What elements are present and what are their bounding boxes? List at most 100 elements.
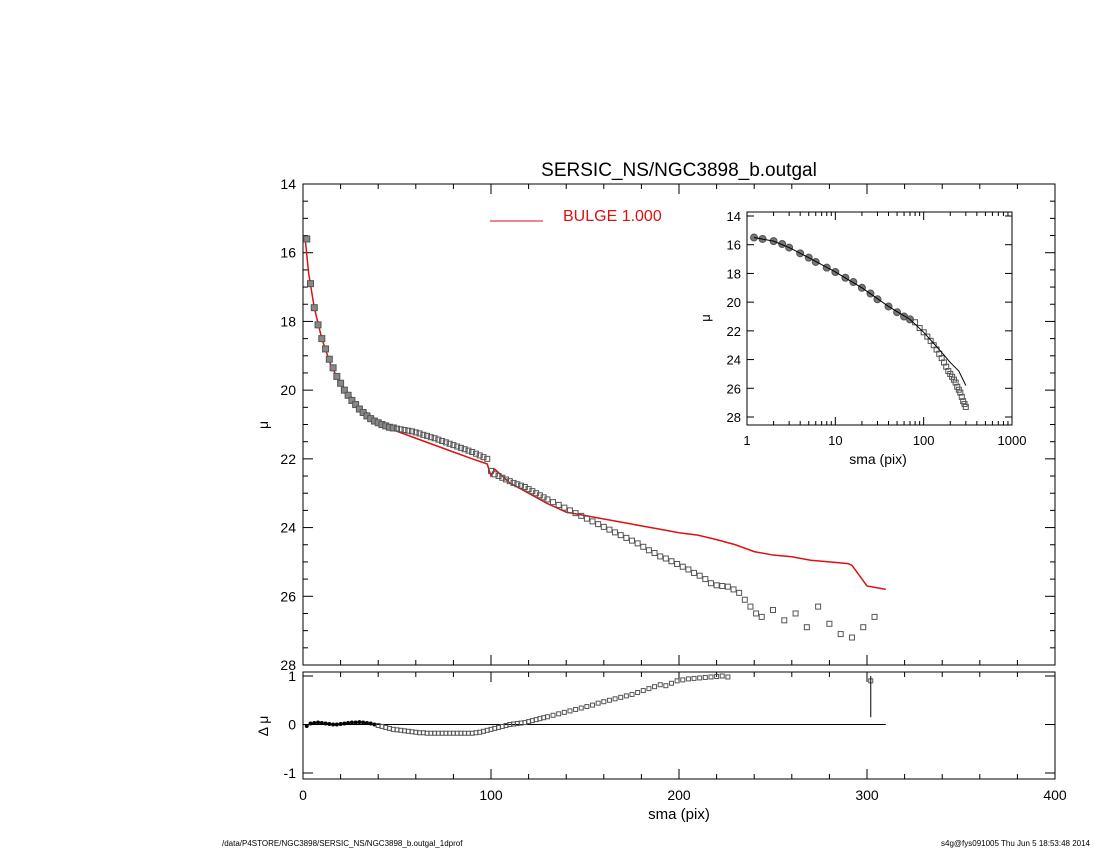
main-data-point [848, 634, 855, 641]
residual-point [652, 684, 658, 690]
main-data-point [595, 521, 602, 528]
main-data-point [792, 610, 799, 617]
residual-point [612, 696, 618, 702]
main-y-axis-ticks: 14 16 18 20 22 24 26 28 [280, 176, 1055, 673]
main-data-point [499, 474, 506, 481]
residual-point [595, 700, 601, 706]
main-data-point [397, 426, 404, 433]
main-panel: SERSIC_NS/NGC3898_b.outgal 14 16 18 20 22 24 2… [255, 160, 1056, 673]
residual-points [304, 673, 874, 736]
main-data-point [544, 496, 551, 503]
main-data-point [871, 613, 878, 620]
residual-x-tick-label: 300 [855, 787, 879, 803]
main-data-point [310, 304, 318, 312]
main-data-point [318, 335, 326, 343]
main-data-point [506, 478, 513, 485]
residual-plot-frame [302, 671, 1056, 780]
inset-data-point [957, 389, 964, 396]
main-data-point [623, 534, 630, 541]
main-data-point [629, 537, 635, 544]
main-data-point [826, 620, 833, 627]
main-data-point [450, 442, 457, 449]
inset-x-tick-label: 10 [828, 433, 842, 448]
main-data-point [348, 396, 356, 404]
main-y-tick-label: 20 [280, 382, 296, 398]
inset-x-tick-label: 1000 [998, 433, 1027, 448]
residual-point [361, 720, 366, 725]
inset-data-point [952, 379, 959, 386]
main-data-point [640, 543, 647, 550]
residual-point [319, 721, 324, 726]
main-data-point [685, 566, 692, 573]
residual-point [567, 708, 573, 714]
main-data-point [803, 624, 810, 631]
residual-point [316, 720, 321, 725]
main-data-point [472, 450, 479, 457]
inset-y-tick-label: 20 [727, 295, 741, 310]
main-data-point [427, 434, 434, 441]
main-data-points [303, 235, 878, 641]
residual-point [685, 676, 691, 682]
inset-y-tick-label: 24 [727, 353, 741, 368]
inset-x-axis-label: sma (pix) [849, 451, 907, 467]
main-y-tick-label: 28 [280, 657, 296, 673]
main-y-axis-label: μ [255, 421, 271, 429]
main-data-point [420, 431, 427, 438]
residual-point [368, 721, 373, 726]
main-data-point [405, 427, 412, 434]
inset-y-tick-label: 26 [727, 381, 741, 396]
residual-point [323, 721, 328, 726]
inset-data-point [916, 324, 923, 331]
residual-point [680, 677, 686, 683]
residual-y-axis-label: Δ μ [255, 716, 271, 737]
main-data-point [702, 576, 709, 583]
residual-point [544, 714, 550, 720]
main-data-point [484, 455, 491, 462]
residual-point [353, 720, 358, 725]
main-data-point [781, 617, 788, 624]
main-data-point [578, 512, 585, 519]
main-data-point [514, 481, 521, 488]
main-data-point [465, 447, 472, 454]
main-data-point [736, 589, 743, 596]
main-data-point [606, 526, 613, 533]
residual-point [331, 722, 336, 727]
inset-data-point [958, 393, 965, 400]
main-data-point [730, 586, 737, 593]
residual-y-tick-label: -1 [284, 765, 297, 781]
main-data-point [307, 280, 315, 288]
main-y-tick-label: 24 [280, 520, 296, 536]
main-data-point [679, 563, 686, 570]
main-data-point [424, 432, 431, 439]
inset-y-axis-ticks: 14 16 18 20 22 24 26 28 [727, 209, 1012, 425]
residual-y-tick-label: 1 [288, 668, 296, 684]
main-data-point [691, 569, 698, 576]
residual-point [573, 706, 579, 712]
main-data-point [815, 603, 822, 610]
residual-point [346, 721, 351, 726]
inset-plot-frame [746, 211, 1013, 426]
inset-y-tick-label: 14 [727, 209, 741, 224]
main-data-point [495, 473, 502, 480]
residual-x-tick-label: 200 [667, 787, 691, 803]
residual-point [618, 694, 624, 700]
residual-point [590, 702, 596, 708]
main-data-point [510, 479, 517, 486]
residual-point [702, 674, 708, 680]
residual-point [697, 675, 703, 681]
main-data-point [325, 355, 333, 363]
main-y-tick-label: 16 [280, 245, 296, 261]
main-data-point [476, 452, 483, 459]
main-data-point [713, 582, 720, 589]
inset-panel: 14 16 18 20 22 24 26 28 1 10 100 1000 μ sma (pix) [698, 209, 1026, 467]
residual-point [691, 675, 697, 681]
main-data-point [394, 425, 400, 432]
main-data-point [561, 504, 568, 511]
main-data-point [480, 454, 487, 461]
residual-point [364, 721, 369, 726]
main-data-point [572, 510, 579, 517]
main-data-point [668, 558, 675, 565]
residual-point [327, 722, 332, 727]
residual-point [334, 722, 339, 727]
main-data-point [860, 624, 867, 631]
